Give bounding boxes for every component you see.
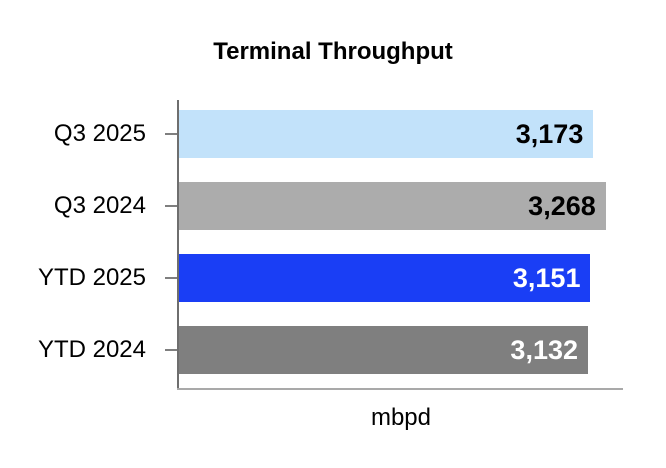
- bar-ytd-2025: 3,151: [179, 254, 591, 302]
- x-axis-label: mbpd: [370, 404, 432, 431]
- category-label-q3-2025: Q3 2025: [53, 120, 146, 147]
- bar-q3-2025: 3,173: [179, 110, 594, 158]
- bar-value-label: 3,132: [510, 335, 578, 365]
- category-label-ytd-2025: YTD 2025: [37, 264, 146, 291]
- axis-tick: [165, 205, 177, 207]
- bar-value-label: 3,173: [515, 119, 584, 149]
- bar-q3-2024: 3,268: [179, 182, 606, 230]
- y-axis-line: [177, 100, 179, 390]
- bar-value-label: 3,268: [528, 191, 596, 221]
- category-label-q3-2024: Q3 2024: [53, 192, 146, 219]
- category-label-ytd-2024: YTD 2024: [37, 336, 146, 363]
- x-axis-line: [177, 388, 623, 390]
- chart-title: Terminal Throughput: [213, 38, 453, 65]
- axis-tick: [165, 277, 177, 279]
- bar-ytd-2024: 3,132: [179, 326, 588, 374]
- plot-area: 3,173 3,268 3,151 3,132: [179, 100, 623, 389]
- axis-tick: [165, 349, 177, 351]
- bar-value-label: 3,151: [512, 263, 581, 293]
- axis-tick: [165, 133, 177, 135]
